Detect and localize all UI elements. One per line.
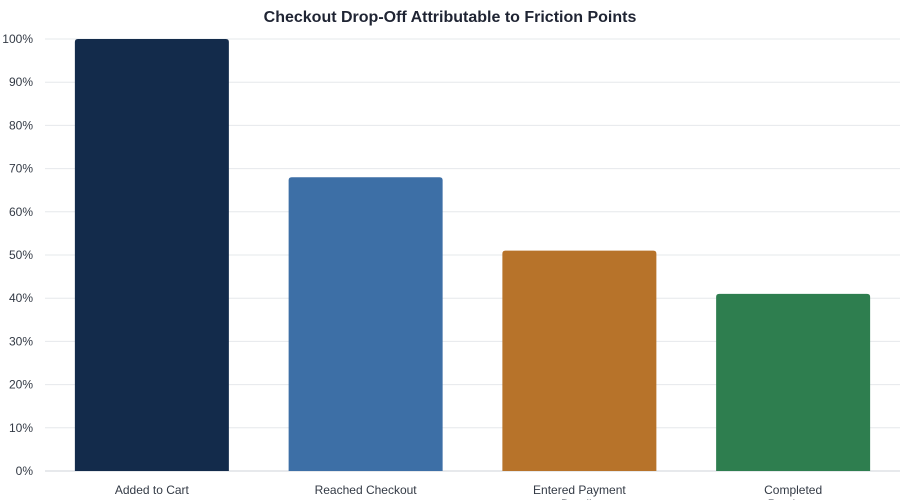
- y-tick-label: 10%: [9, 421, 33, 435]
- y-tick-label: 80%: [9, 118, 33, 132]
- x-tick-label: CompletedPurchase: [764, 483, 822, 500]
- x-tick-label: Added to Cart: [115, 483, 190, 497]
- bars: [74, 39, 871, 472]
- chart-title: Checkout Drop-Off Attributable to Fricti…: [263, 9, 637, 26]
- bar-reached-checkout[interactable]: [288, 177, 443, 472]
- y-tick-label: 60%: [9, 205, 33, 219]
- y-tick-label: 40%: [9, 291, 33, 305]
- bar-completed-purchase[interactable]: [716, 293, 871, 471]
- y-tick-label: 100%: [2, 32, 33, 46]
- x-tick-label: Entered PaymentDetails: [533, 483, 626, 500]
- y-axis: 0% 10% 20% 30% 40% 50% 60% 70% 80% 90% 100%: [2, 32, 33, 478]
- bar-added-to-cart[interactable]: [74, 39, 229, 471]
- bar-entered-payment-details[interactable]: [502, 250, 657, 471]
- x-axis-labels: Added to Cart Reached Checkout Entered Pay…: [115, 483, 822, 500]
- y-tick-label: 70%: [9, 162, 33, 176]
- y-tick-label: 20%: [9, 378, 33, 392]
- y-tick-label: 90%: [9, 75, 33, 89]
- y-tick-label: 30%: [9, 334, 33, 348]
- x-tick-label: Reached Checkout: [315, 483, 418, 497]
- y-tick-label: 0%: [16, 464, 34, 478]
- y-tick-label: 50%: [9, 248, 33, 262]
